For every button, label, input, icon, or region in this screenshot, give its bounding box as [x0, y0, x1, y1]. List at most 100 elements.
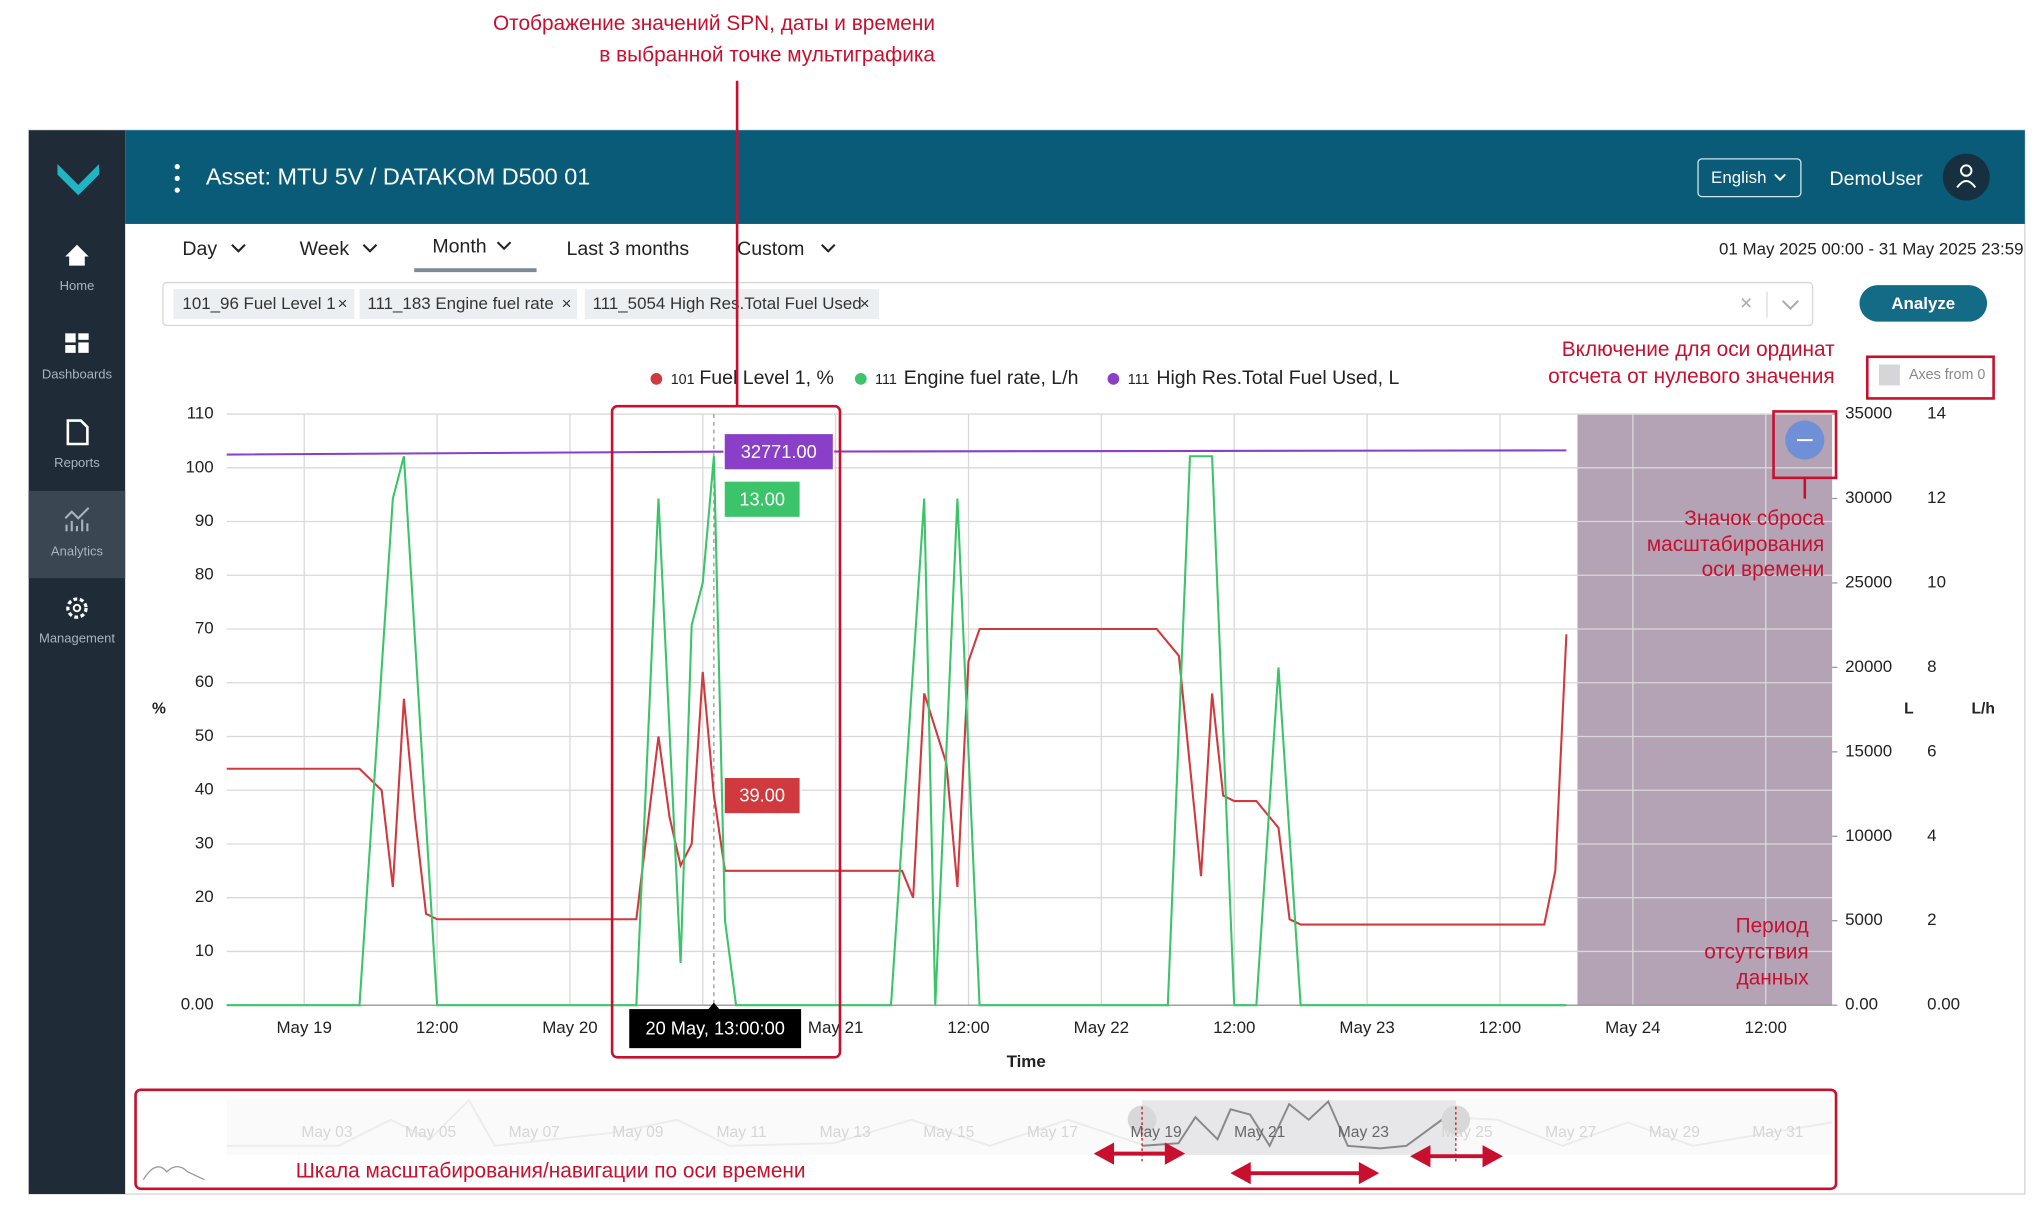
tooltip-box — [723, 776, 801, 815]
legend-id: 101 — [671, 372, 695, 388]
y2-tick-label: 35000 — [1845, 404, 1892, 423]
axes-zero-label: Axes from 0 — [1909, 367, 1985, 383]
legend-id: 111 — [875, 372, 897, 388]
y2-tick-label: 30000 — [1845, 488, 1892, 507]
nav-label: Reports — [54, 455, 100, 470]
axes-zero-checkbox[interactable] — [1879, 364, 1900, 386]
chevron — [1774, 173, 1786, 182]
navigator-label: May 19 — [1131, 1124, 1182, 1141]
navigator-label: May 25 — [1441, 1124, 1493, 1141]
tooltip-value: 39.00 — [739, 786, 785, 806]
tab-underline — [414, 268, 537, 273]
tooltip-pointer — [707, 1002, 721, 1011]
x-tick-label: May 21 — [808, 1018, 863, 1037]
home-icon — [65, 244, 89, 266]
tab[interactable]: Day — [182, 238, 217, 260]
navigator-label: May 09 — [612, 1124, 663, 1141]
tooltip-time-box — [629, 1009, 802, 1049]
tooltip-box — [723, 480, 801, 519]
y3-tick-label: 0.00 — [1927, 995, 1960, 1014]
annotation: отсутствия — [1704, 941, 1809, 964]
y2-tick-label: 0.00 — [1845, 995, 1878, 1014]
navigator-label: May 07 — [509, 1124, 560, 1141]
navigator-label: May 15 — [923, 1124, 975, 1141]
chip-label: 111_183 Engine fuel rate — [367, 294, 553, 313]
dash-icon — [78, 333, 89, 340]
navigator-label: May 17 — [1027, 1124, 1078, 1141]
legend-label[interactable]: Fuel Level 1, % — [699, 367, 834, 389]
y-tick-label: 80 — [195, 565, 214, 584]
x-axis-title: Time — [1007, 1052, 1046, 1071]
tooltip-time: 20 May, 13:00:00 — [645, 1019, 784, 1039]
navigator-label: May 11 — [717, 1124, 767, 1141]
avatar[interactable] — [1942, 153, 1990, 201]
annotation: Включение для оси ординат — [1562, 338, 1835, 361]
analytics-icon — [64, 507, 90, 532]
annotation: Период — [1736, 915, 1809, 938]
navigator-icon — [142, 1165, 205, 1181]
y-tick-label: 60 — [195, 672, 214, 691]
chip-remove[interactable]: × — [860, 294, 870, 313]
annotation: в выбранной точке мультиграфика — [599, 43, 935, 66]
menu-dots[interactable] — [174, 164, 180, 193]
chevron — [821, 244, 836, 253]
nav-management[interactable]: Management — [39, 597, 115, 646]
chevron — [231, 244, 246, 253]
nav-label: Management — [39, 631, 115, 646]
tooltip-value: 13.00 — [739, 489, 785, 509]
chip-label: 101_96 Fuel Level 1 — [182, 294, 335, 313]
y-tick-label: 0.00 — [181, 995, 214, 1014]
x-tick-label: 12:00 — [1479, 1018, 1521, 1037]
tooltip-box — [723, 432, 835, 471]
chip-remove[interactable]: × — [338, 294, 348, 313]
filter-dropdown[interactable] — [1781, 300, 1799, 310]
navigator-label: May 23 — [1338, 1124, 1389, 1141]
nav-label: Analytics — [51, 544, 104, 559]
dash-icon — [78, 342, 89, 353]
x-tick-label: May 24 — [1605, 1018, 1660, 1037]
annotation: Отображение значений SPN, даты и времени — [493, 12, 935, 35]
x-tick-label: May 22 — [1074, 1018, 1129, 1037]
y-tick-label: 110 — [187, 404, 214, 423]
y-tick-label: 50 — [195, 726, 214, 745]
y-tick-label: 90 — [195, 511, 214, 530]
dot — [174, 175, 180, 181]
annotation-arrows — [1093, 1142, 1503, 1185]
dot — [174, 187, 180, 193]
nav-label: Dashboards — [42, 366, 113, 381]
annotation: масштабирования — [1647, 533, 1824, 556]
analyze-button[interactable] — [1859, 285, 1988, 322]
legend-label[interactable]: High Res.Total Fuel Used, L — [1156, 367, 1399, 389]
nav-analytics[interactable]: Analytics — [51, 507, 104, 559]
y3-tick-label: 6 — [1927, 741, 1936, 760]
arrow-head — [1093, 1142, 1186, 1165]
nav-active — [28, 490, 126, 579]
navigator-sparkline-active — [1141, 1099, 1456, 1150]
x-tick-label: May 23 — [1339, 1018, 1394, 1037]
nav-label: Home — [60, 278, 95, 293]
gear-icon — [66, 597, 88, 619]
tab[interactable]: Week — [300, 238, 350, 260]
clear-filters[interactable]: × — [1740, 292, 1752, 315]
x-tick-label: 12:00 — [416, 1018, 458, 1037]
annotation: оси времени — [1702, 558, 1825, 581]
navigator-label: May 31 — [1752, 1124, 1803, 1141]
legend-label[interactable]: Engine fuel rate, L/h — [904, 367, 1079, 389]
tab[interactable]: Custom — [737, 238, 804, 260]
language-select[interactable] — [1697, 158, 1802, 198]
nav-dashboards[interactable]: Dashboards — [42, 333, 113, 381]
tab-active[interactable]: Month — [432, 236, 486, 258]
arrow-head — [1410, 1145, 1503, 1168]
x-tick-label: May 19 — [276, 1018, 331, 1037]
y2-tick-label: 15000 — [1845, 741, 1892, 760]
y3-tick-label: 12 — [1927, 488, 1946, 507]
gear-icon — [72, 603, 82, 613]
logo[interactable] — [57, 164, 100, 196]
header — [125, 130, 2025, 224]
chip-remove[interactable]: × — [562, 294, 572, 313]
tab[interactable]: Last 3 months — [567, 238, 690, 260]
nav-reports[interactable]: Reports — [54, 419, 100, 470]
navigator: May 03 May 05 May 07 May 09 May 11 May 13 May … — [142, 1098, 1833, 1181]
legend-marker — [650, 373, 663, 385]
nav-home[interactable]: Home — [60, 244, 95, 293]
